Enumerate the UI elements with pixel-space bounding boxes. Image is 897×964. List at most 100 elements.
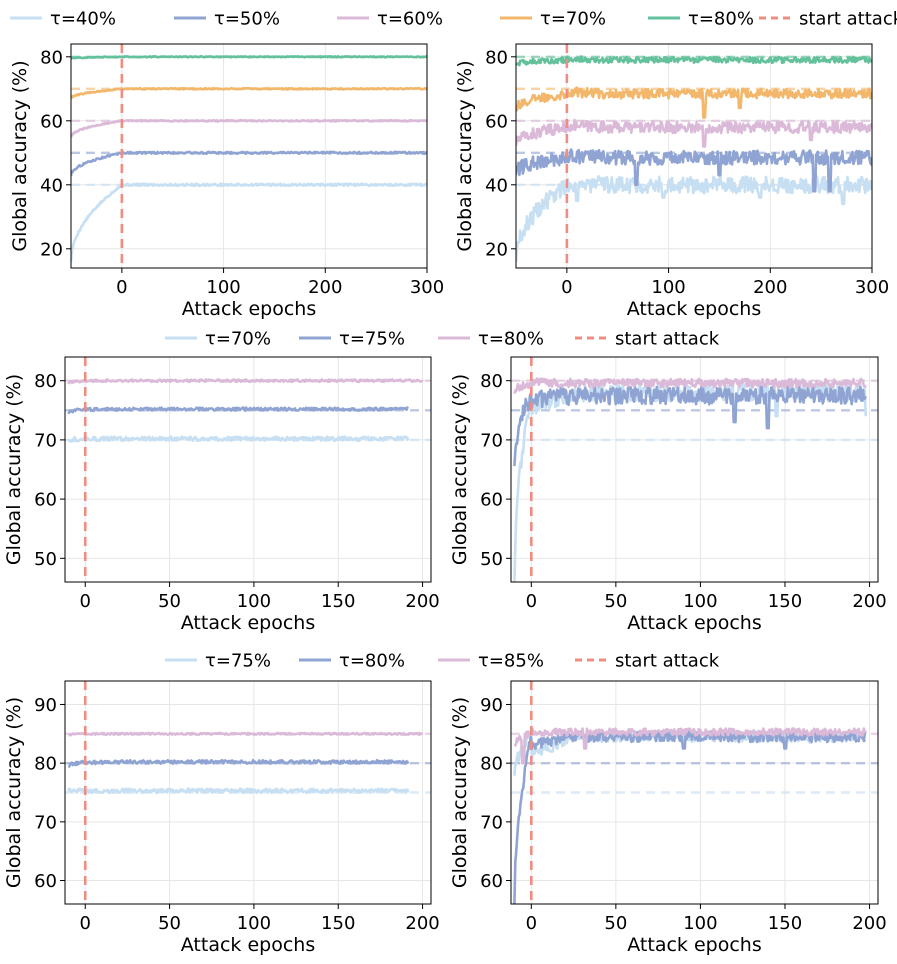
x-tick-label: 300 [855, 277, 889, 298]
y-axis-label: Global accuracy (%) [3, 697, 25, 888]
legend-item: start attack [759, 9, 897, 30]
legend-item: τ=50% [174, 9, 280, 30]
legend-item: τ=80% [438, 329, 544, 350]
x-tick-label: 100 [237, 591, 271, 612]
legend-label: start attack [615, 329, 720, 350]
chart-panel-r3-right: 0 50 100 150 200 60 70 80 90 Attack epochs Global … [449, 680, 887, 956]
y-tick-label: 70 [34, 812, 57, 833]
legend-label: τ=50% [214, 9, 280, 30]
legend-label: τ=40% [50, 9, 116, 30]
legend-label: τ=80% [478, 329, 544, 350]
series-line [71, 150, 427, 176]
y-tick-label: 70 [480, 812, 503, 833]
series-line [516, 118, 872, 148]
x-tick-label: 0 [526, 591, 537, 612]
plot-area [65, 357, 431, 582]
x-tick-label: 300 [410, 277, 444, 298]
y-tick-label: 80 [40, 47, 63, 68]
x-tick-label: 50 [158, 913, 181, 934]
y-tick-label: 80 [485, 47, 508, 68]
y-tick-label: 20 [485, 239, 508, 260]
series-line [513, 727, 867, 765]
legend-label: τ=80% [339, 651, 405, 672]
x-tick-label: 50 [158, 591, 181, 612]
x-tick-label: 50 [604, 913, 627, 934]
series-line [71, 118, 427, 138]
axes-frame [64, 680, 432, 905]
series-line [67, 378, 424, 385]
x-axis-label: Attack epochs [627, 298, 761, 320]
series-line [67, 758, 410, 768]
legend-label: τ=60% [377, 9, 443, 30]
y-tick-label: 70 [480, 430, 503, 451]
legend-item: τ=60% [337, 9, 443, 30]
axes-frame [510, 680, 879, 905]
x-axis-label: Attack epochs [182, 298, 316, 320]
x-tick-label: 200 [852, 913, 886, 934]
x-tick-label: 100 [683, 913, 717, 934]
y-tick-label: 20 [40, 239, 63, 260]
y-tick-label: 60 [34, 871, 57, 892]
series-line [67, 731, 424, 737]
y-tick-label: 50 [34, 549, 57, 570]
x-tick-label: 150 [768, 591, 802, 612]
y-axis-label: Global accuracy (%) [449, 374, 471, 565]
legend-label: τ=70% [540, 9, 606, 30]
y-tick-label: 50 [480, 549, 503, 570]
x-tick-label: 0 [80, 913, 91, 934]
x-tick-label: 200 [405, 913, 439, 934]
y-tick-label: 60 [480, 871, 503, 892]
plot-area [511, 681, 878, 904]
legend-item: τ=40% [10, 9, 116, 30]
legend-item: τ=85% [438, 651, 544, 672]
series-line [71, 55, 427, 60]
x-tick-label: 0 [116, 277, 127, 298]
plot-area [65, 681, 431, 904]
chart-panel-r3-left: 0 50 100 150 200 60 70 80 90 Attack epochs Global … [3, 680, 440, 956]
y-tick-label: 70 [34, 430, 57, 451]
x-tick-label: 200 [852, 591, 886, 612]
series-line [71, 86, 427, 100]
series-line [513, 382, 867, 582]
legend-label: τ=70% [205, 329, 271, 350]
y-tick-label: 40 [40, 175, 63, 196]
y-axis-label: Global accuracy (%) [449, 697, 471, 888]
y-tick-label: 60 [485, 111, 508, 132]
legend-label: τ=80% [688, 9, 754, 30]
x-tick-label: 200 [753, 277, 787, 298]
x-axis-label: Attack epochs [627, 934, 761, 956]
plot-area [71, 44, 427, 268]
axes-frame [64, 356, 432, 583]
legend-item: τ=80% [648, 9, 754, 30]
y-tick-label: 80 [34, 371, 57, 392]
legend-label: start attack [615, 651, 720, 672]
x-axis-label: Attack epochs [181, 934, 315, 956]
y-tick-label: 90 [34, 695, 57, 716]
y-tick-label: 80 [480, 371, 503, 392]
x-tick-label: 50 [604, 591, 627, 612]
y-axis-label: Global accuracy (%) [9, 60, 31, 251]
series-line [67, 787, 410, 795]
axes-frame [510, 356, 879, 583]
legend-item: start attack [575, 329, 720, 350]
x-tick-label: 100 [651, 277, 685, 298]
x-tick-label: 200 [405, 591, 439, 612]
x-tick-label: 100 [206, 277, 240, 298]
series-line [513, 730, 867, 904]
x-tick-label: 0 [80, 591, 91, 612]
legend: τ=70% τ=75% τ=80% start attack [165, 329, 720, 350]
y-tick-label: 80 [34, 754, 57, 775]
y-tick-label: 80 [480, 754, 503, 775]
series-line [71, 182, 427, 263]
series-line [513, 385, 867, 467]
chart-panel-r2-left: 0 50 100 150 200 50 60 70 80 Attack epochs Global … [3, 356, 440, 634]
axes-frame [70, 43, 428, 269]
legend: τ=40% τ=50% τ=60% τ=70% τ=80% start attack [10, 9, 897, 30]
x-tick-label: 0 [561, 277, 572, 298]
legend-item: τ=75% [165, 651, 271, 672]
x-tick-label: 200 [308, 277, 342, 298]
chart-panel-r2-right: 0 50 100 150 200 50 60 70 80 Attack epochs Global … [449, 356, 887, 634]
chart-panel-r1-left: 0 100 200 300 20 40 60 80 Attack epochs Global ac… [9, 43, 444, 320]
plot-area [511, 357, 878, 582]
